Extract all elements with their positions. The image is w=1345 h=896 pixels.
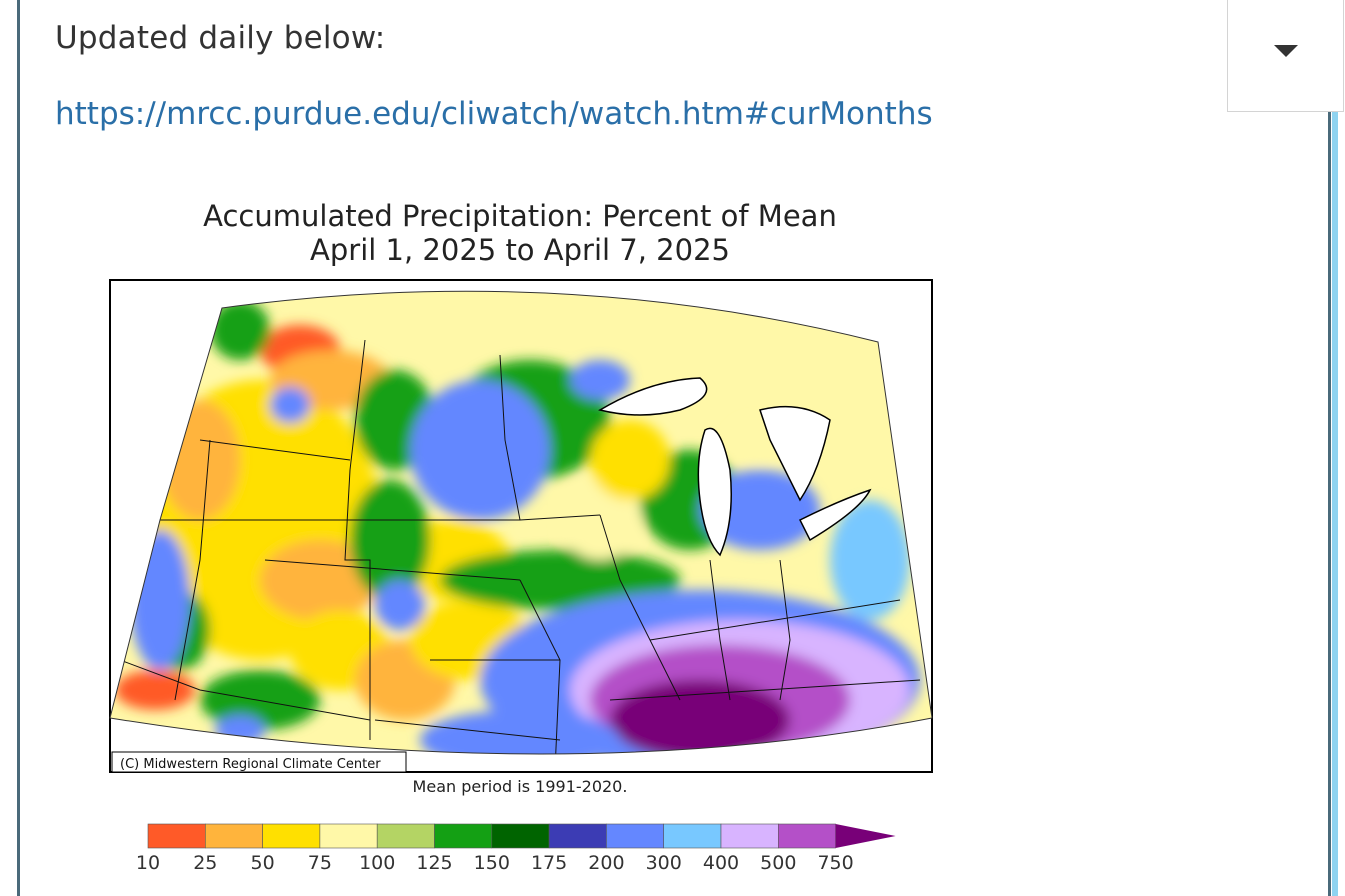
legend-label: 150 xyxy=(474,852,510,874)
legend-swatch xyxy=(606,823,665,849)
legend-swatch xyxy=(491,823,550,849)
legend-label: 125 xyxy=(416,852,452,874)
legend-label: 300 xyxy=(646,852,682,874)
legend-label: 10 xyxy=(136,852,160,874)
precipitation-map-figure: Accumulated Precipitation: Percent of Me… xyxy=(109,199,933,874)
legend-label: 400 xyxy=(703,852,739,874)
legend-swatch xyxy=(205,823,263,849)
legend-label: 500 xyxy=(760,852,796,874)
map-credit: (C) Midwestern Regional Climate Center xyxy=(120,757,381,772)
legend-swatch xyxy=(319,823,378,849)
legend-swatch xyxy=(720,823,779,849)
legend-swatch xyxy=(434,823,493,849)
legend-swatch xyxy=(777,823,836,849)
legend-swatch xyxy=(548,823,607,849)
source-link[interactable]: https://mrcc.purdue.edu/cliwatch/watch.h… xyxy=(55,96,933,132)
legend-swatch xyxy=(376,823,435,849)
color-legend: 10 25 50 75 100 125 150 175 200 300 400 500 750 xyxy=(136,823,896,874)
caret-down-icon xyxy=(1274,45,1298,57)
legend-swatch xyxy=(663,823,722,849)
legend-label: 75 xyxy=(308,852,332,874)
legend-swatch xyxy=(262,823,321,849)
map-region-outline xyxy=(109,290,933,755)
legend-label: 100 xyxy=(359,852,395,874)
legend-swatch xyxy=(147,823,206,849)
legend-label: 25 xyxy=(193,852,217,874)
legend-arrow xyxy=(835,824,896,848)
intro-text: Updated daily below: xyxy=(55,20,386,56)
dropdown-toggle-button[interactable] xyxy=(1227,0,1344,112)
precipitation-field xyxy=(110,291,932,754)
legend-label: 200 xyxy=(588,852,624,874)
legend-label: 175 xyxy=(531,852,567,874)
legend-label: 50 xyxy=(251,852,275,874)
post-container xyxy=(17,0,1338,896)
map-title-line2: April 1, 2025 to April 7, 2025 xyxy=(310,233,730,267)
legend-label: 750 xyxy=(817,852,853,874)
map-title-line1: Accumulated Precipitation: Percent of Me… xyxy=(203,199,837,233)
map-footnote: Mean period is 1991-2020. xyxy=(413,777,628,796)
map-credit-box xyxy=(111,751,407,773)
